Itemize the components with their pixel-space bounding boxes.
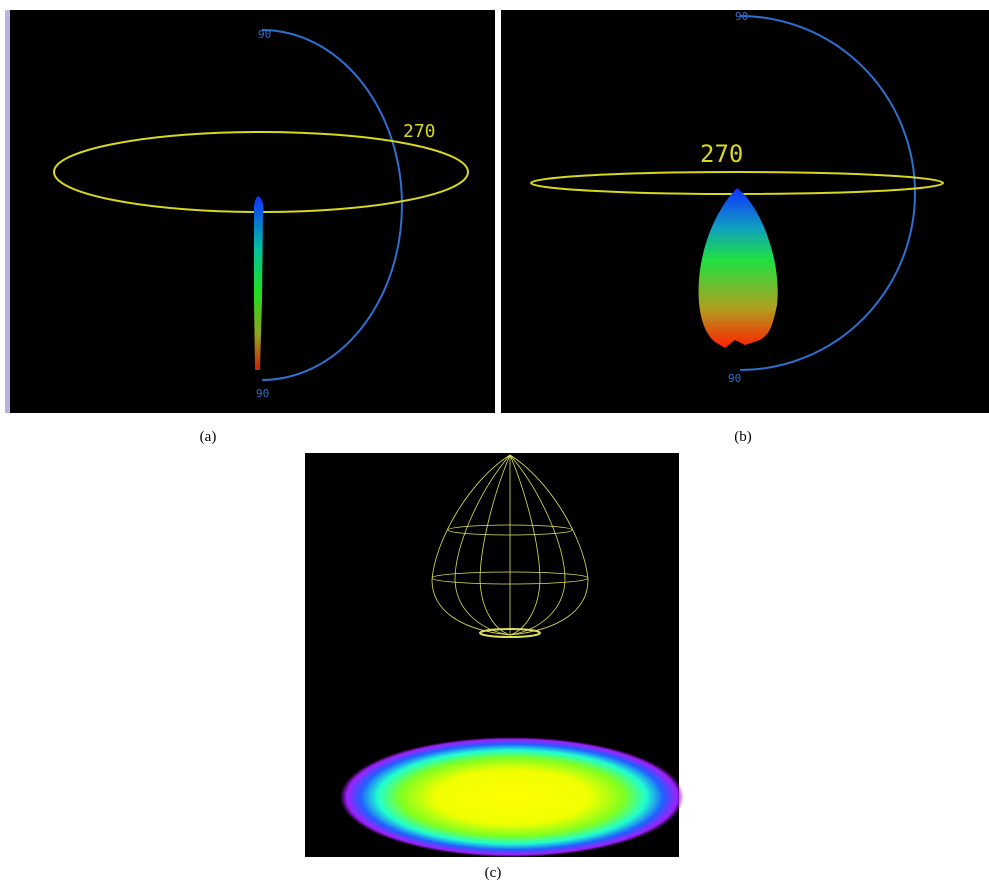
illumination-spot bbox=[340, 737, 684, 857]
panel-c bbox=[305, 453, 684, 857]
caption: (b) bbox=[734, 429, 752, 445]
top-label: 90 bbox=[735, 10, 748, 23]
ring-label: 270 bbox=[403, 121, 436, 142]
panel-a: 90 270 90 bbox=[5, 10, 495, 413]
bottom-label: 90 bbox=[256, 387, 269, 400]
ring-label: 270 bbox=[700, 140, 743, 168]
bottom-label: 90 bbox=[728, 372, 741, 385]
figure: 90 270 90 (a) 90 270 90 (b) (c) bbox=[0, 0, 989, 884]
top-label: 90 bbox=[258, 28, 271, 41]
page: {"panels": [ {"caption": "(a)", "top_lab… bbox=[0, 0, 989, 884]
panel-b: 90 270 90 bbox=[501, 10, 989, 413]
caption: (a) bbox=[200, 429, 217, 445]
caption: (c) bbox=[485, 865, 502, 881]
panel-edge bbox=[5, 10, 10, 413]
